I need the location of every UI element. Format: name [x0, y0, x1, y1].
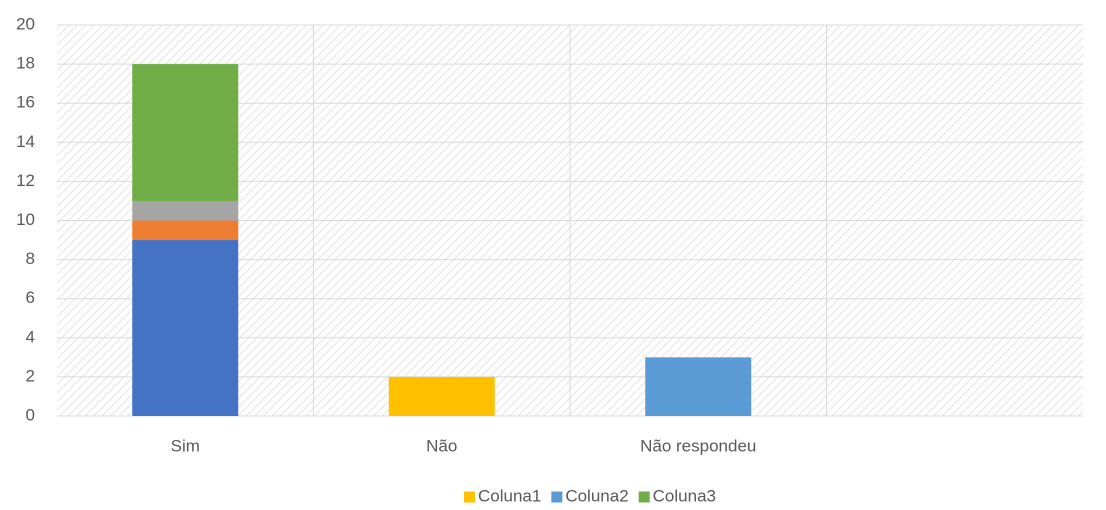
legend-swatch	[551, 491, 563, 503]
y-tick-label: 16	[16, 93, 35, 112]
bar-segment	[132, 200, 239, 221]
x-tick-label: Sim	[171, 436, 200, 455]
y-tick-label: 8	[26, 249, 35, 268]
legend-item: Coluna2	[551, 486, 629, 505]
x-tick-label: Não	[426, 436, 457, 455]
y-tick-label: 18	[16, 54, 35, 73]
bar-segment	[645, 357, 752, 416]
bar-segment	[388, 376, 495, 416]
y-tick-label: 12	[16, 171, 35, 190]
y-tick-label: 6	[26, 288, 35, 307]
legend-label: Coluna2	[565, 486, 628, 505]
bar-segment	[132, 220, 239, 241]
legend-label: Coluna3	[653, 486, 716, 505]
y-tick-label: 20	[16, 14, 35, 33]
legend-swatch	[464, 491, 476, 503]
legend-swatch	[638, 491, 650, 503]
bar-segment	[132, 64, 239, 201]
legend-label: Coluna1	[478, 486, 541, 505]
y-tick-label: 2	[26, 366, 35, 385]
y-tick-label: 4	[26, 327, 35, 346]
y-tick-label: 14	[16, 132, 35, 151]
legend-item: Coluna1	[464, 486, 541, 505]
legend-item: Coluna3	[638, 486, 716, 505]
y-tick-label: 0	[26, 405, 35, 424]
x-tick-label: Não respondeu	[640, 436, 756, 455]
bar-segment	[132, 240, 239, 416]
y-tick-label: 10	[16, 210, 35, 229]
